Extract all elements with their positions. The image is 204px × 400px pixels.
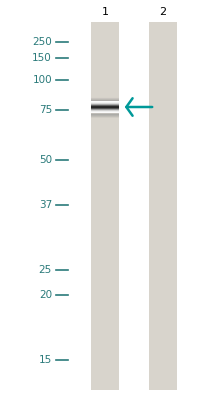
Bar <box>91 107 118 108</box>
Bar <box>91 114 118 116</box>
Bar <box>91 101 118 102</box>
Bar <box>91 100 118 101</box>
Bar <box>91 104 118 105</box>
Bar <box>91 104 118 105</box>
Bar <box>91 110 118 111</box>
Bar <box>91 99 118 100</box>
Bar <box>91 103 118 104</box>
Bar <box>91 101 118 102</box>
Bar <box>91 105 118 106</box>
Bar <box>91 114 118 115</box>
Bar <box>91 115 118 117</box>
Bar <box>91 98 118 100</box>
Bar <box>91 117 118 118</box>
Text: 25: 25 <box>39 265 52 275</box>
Bar <box>91 116 118 118</box>
Bar <box>91 115 118 117</box>
Bar <box>91 109 118 110</box>
Text: 20: 20 <box>39 290 52 300</box>
Bar <box>91 105 118 106</box>
Bar <box>91 112 118 113</box>
Bar <box>91 105 118 106</box>
Bar <box>91 103 118 104</box>
Bar <box>91 99 118 101</box>
Bar <box>91 107 118 108</box>
Bar <box>91 98 118 100</box>
Bar <box>91 101 118 102</box>
Bar <box>91 116 118 117</box>
Bar <box>91 112 118 113</box>
Bar <box>91 116 118 118</box>
Bar <box>91 114 118 115</box>
Bar <box>91 99 118 100</box>
Bar <box>91 99 118 101</box>
Bar <box>91 109 118 110</box>
Bar <box>91 111 118 112</box>
Bar <box>91 99 118 100</box>
Bar <box>91 103 118 104</box>
Bar <box>91 100 118 102</box>
Text: 15: 15 <box>39 355 52 365</box>
Bar <box>91 106 118 107</box>
Bar <box>91 101 118 102</box>
Bar <box>91 100 118 101</box>
Text: 150: 150 <box>32 53 52 63</box>
Bar <box>91 101 118 102</box>
Bar <box>91 111 118 112</box>
Bar <box>91 116 118 117</box>
Bar <box>91 117 118 118</box>
Bar <box>91 100 118 102</box>
Bar <box>91 98 118 100</box>
Bar <box>91 113 118 114</box>
Bar <box>91 101 118 102</box>
Text: 37: 37 <box>39 200 52 210</box>
Bar <box>91 114 118 115</box>
Text: 1: 1 <box>101 7 108 17</box>
Bar <box>91 113 118 115</box>
Bar <box>91 106 118 107</box>
Bar <box>91 116 118 118</box>
Bar <box>91 100 118 102</box>
Bar <box>91 110 118 111</box>
Text: 100: 100 <box>32 75 52 85</box>
Bar <box>91 97 118 99</box>
Bar <box>91 102 118 103</box>
Text: 50: 50 <box>39 155 52 165</box>
Bar <box>91 102 118 103</box>
Bar <box>91 115 118 116</box>
Bar <box>91 108 118 109</box>
Text: 2: 2 <box>159 7 166 17</box>
Text: 75: 75 <box>39 105 52 115</box>
Bar <box>148 22 176 390</box>
Bar <box>91 111 118 112</box>
Bar <box>91 115 118 116</box>
Bar <box>91 114 118 116</box>
Bar <box>91 107 118 108</box>
Bar <box>91 97 118 99</box>
Bar <box>91 115 118 116</box>
Bar <box>91 22 118 390</box>
Bar <box>91 108 118 109</box>
Bar <box>91 98 118 99</box>
Bar <box>91 98 118 99</box>
Bar <box>91 109 118 110</box>
Text: 250: 250 <box>32 37 52 47</box>
Bar <box>91 114 118 116</box>
